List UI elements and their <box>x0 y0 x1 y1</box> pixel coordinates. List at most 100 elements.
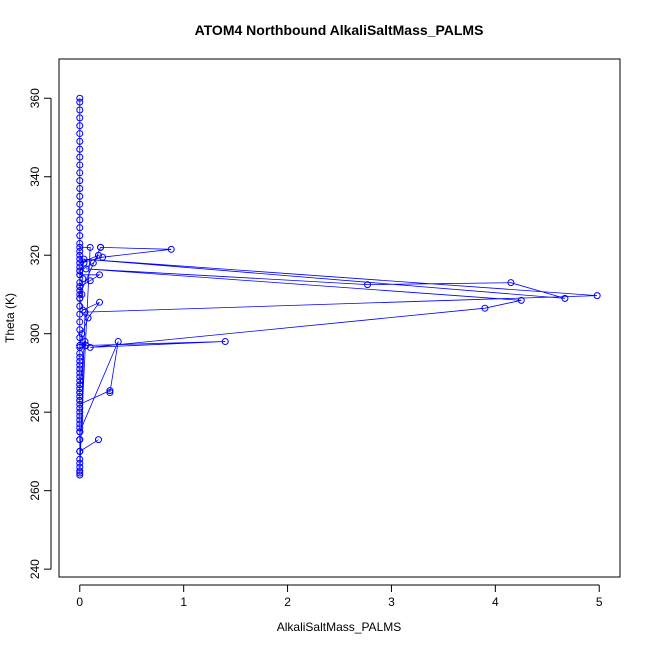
data-point <box>76 369 84 377</box>
data-point <box>76 239 84 247</box>
data-point <box>99 253 107 261</box>
y-tick-label: 320 <box>28 245 42 265</box>
data-point <box>97 243 105 251</box>
data-point <box>79 306 87 314</box>
data-point <box>76 185 84 192</box>
data-point <box>76 145 84 153</box>
data-point <box>82 265 90 273</box>
data-point <box>76 392 84 400</box>
y-tick-label: 340 <box>28 166 42 186</box>
x-axis-title: AlkaliSaltMass_PALMS <box>277 620 402 634</box>
data-point <box>76 247 84 255</box>
data-point <box>76 396 84 404</box>
data-point <box>76 106 84 114</box>
data-point <box>76 326 84 334</box>
data-point <box>96 271 104 279</box>
data-point <box>76 408 84 416</box>
data-point <box>94 251 102 259</box>
data-point <box>76 259 84 267</box>
x-tick-label: 4 <box>492 595 499 609</box>
y-tick-label: 300 <box>28 323 42 343</box>
data-point <box>76 200 84 208</box>
plot-frame <box>58 58 621 578</box>
data-point <box>86 343 94 351</box>
data-point <box>89 259 97 267</box>
data-point <box>76 294 84 302</box>
data-point <box>76 255 84 263</box>
data-point <box>76 114 84 122</box>
data-point <box>76 459 84 467</box>
data-point <box>80 255 88 263</box>
data-point <box>106 389 114 397</box>
series-line <box>79 98 598 476</box>
data-point <box>517 296 525 304</box>
data-point <box>96 298 104 306</box>
data-point <box>76 381 84 389</box>
data-point <box>76 243 84 251</box>
data-point <box>76 122 84 130</box>
data-point <box>481 304 489 312</box>
data-point <box>76 290 84 298</box>
series-layer <box>76 94 601 479</box>
y-tick-label: 360 <box>28 88 42 108</box>
y-axis-title: Theta (K) <box>3 293 17 343</box>
data-point <box>76 428 84 436</box>
data-point <box>94 436 102 444</box>
data-point <box>76 137 84 145</box>
data-point <box>76 318 84 326</box>
data-point <box>76 283 84 291</box>
data-point <box>106 387 114 395</box>
data-point <box>76 420 84 428</box>
data-point <box>76 357 84 365</box>
data-point <box>76 365 84 373</box>
data-point <box>76 177 84 185</box>
data-point <box>80 259 88 267</box>
chart-title: ATOM4 Northbound AlkaliSaltMass_PALMS <box>195 22 484 38</box>
data-point <box>81 308 89 316</box>
data-point <box>364 281 372 289</box>
data-point <box>76 271 84 279</box>
data-point <box>76 161 84 169</box>
data-point <box>76 251 84 259</box>
data-point <box>76 216 84 224</box>
data-point <box>76 416 84 424</box>
data-point <box>76 400 84 408</box>
data-point <box>76 424 84 432</box>
data-point <box>76 455 84 463</box>
data-point <box>76 130 84 138</box>
data-point <box>593 292 601 300</box>
data-point <box>76 436 84 444</box>
data-point <box>76 98 84 106</box>
data-point <box>86 277 94 285</box>
y-tick-label: 240 <box>28 559 42 579</box>
data-point <box>76 412 84 420</box>
data-point <box>114 338 122 346</box>
x-axis: 0 1 2 3 4 5 <box>76 584 603 609</box>
data-point <box>78 330 86 338</box>
x-tick-label: 5 <box>596 595 603 609</box>
data-point <box>76 169 84 177</box>
y-tick-label: 260 <box>28 480 42 500</box>
x-tick-label: 2 <box>284 595 291 609</box>
data-point <box>78 290 86 298</box>
data-point <box>82 341 90 349</box>
data-point <box>76 224 84 232</box>
data-point <box>76 353 84 361</box>
data-point <box>86 243 94 251</box>
data-point <box>76 263 84 271</box>
x-tick-label: 0 <box>76 595 83 609</box>
y-tick-label: 280 <box>28 402 42 422</box>
data-point <box>76 373 84 381</box>
data-point <box>76 447 84 455</box>
data-point <box>76 208 84 216</box>
data-point <box>76 94 84 102</box>
data-point <box>76 404 84 412</box>
data-point <box>76 287 84 295</box>
data-point <box>167 245 175 253</box>
data-point <box>76 467 84 475</box>
y-axis: 240 260 280 300 320 340 360 <box>28 88 52 579</box>
data-point <box>76 377 84 385</box>
data-point <box>76 153 84 161</box>
